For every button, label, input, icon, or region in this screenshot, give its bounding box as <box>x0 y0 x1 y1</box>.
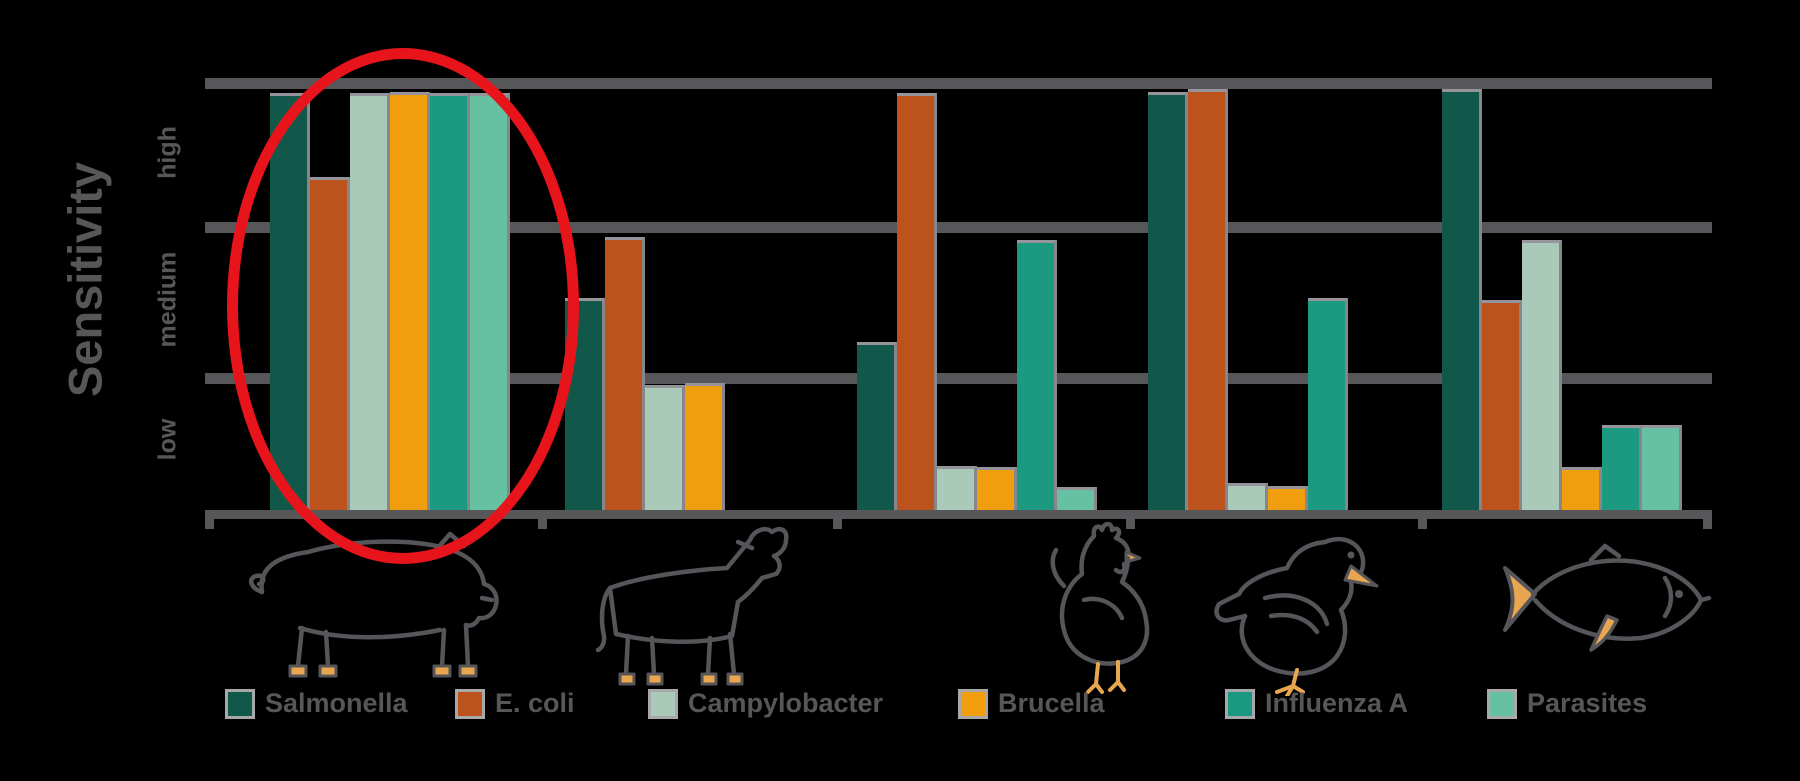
legend-item-campylobacter: Campylobacter <box>648 688 883 719</box>
bar-chicken-parasites <box>1057 487 1097 510</box>
gridline-0 <box>205 78 1712 89</box>
y-axis-title: Sensitivity <box>58 161 112 398</box>
legend-swatch <box>648 688 678 719</box>
x-axis-tick-1 <box>538 510 547 529</box>
legend-label: Brucella <box>998 688 1105 718</box>
x-axis-tick-5 <box>1703 510 1712 529</box>
y-band-label-medium: medium <box>153 251 182 348</box>
legend-swatch <box>1487 688 1517 719</box>
legend-item-influenza-a: Influenza A <box>1225 688 1408 719</box>
bar-duck-influenza-a <box>1308 298 1348 510</box>
bar-chicken-brucella <box>977 467 1017 510</box>
legend-swatch <box>455 688 485 719</box>
bar-fish-campylobacter <box>1522 240 1562 510</box>
fish-icon <box>1495 542 1715 660</box>
legend-item-brucella: Brucella <box>958 688 1105 719</box>
bar-cow-campylobacter <box>645 385 685 510</box>
x-axis-tick-0 <box>205 510 214 529</box>
x-axis-tick-4 <box>1418 510 1427 529</box>
bar-cow-e-coli <box>605 237 645 510</box>
bar-chicken-e-coli <box>897 93 937 510</box>
bar-fish-influenza-a <box>1602 425 1642 510</box>
bar-duck-brucella <box>1268 486 1308 510</box>
legend-label: E. coli <box>495 688 575 718</box>
legend-swatch <box>958 688 988 719</box>
legend-item-e-coli: E. coli <box>455 688 575 719</box>
bar-chicken-campylobacter <box>937 466 977 510</box>
gridline-2 <box>205 373 1712 384</box>
bar-duck-campylobacter <box>1228 483 1268 510</box>
legend-item-salmonella: Salmonella <box>225 688 408 719</box>
legend-swatch <box>1225 688 1255 719</box>
x-axis-line <box>205 510 1712 519</box>
bar-chicken-salmonella <box>857 342 897 510</box>
bar-fish-salmonella <box>1442 89 1482 510</box>
gridline-1 <box>205 222 1712 233</box>
x-axis-tick-3 <box>1126 510 1135 529</box>
cow-icon <box>580 516 795 688</box>
y-band-label-low: low <box>153 418 182 461</box>
legend-label: Influenza A <box>1265 688 1409 718</box>
bar-duck-salmonella <box>1148 92 1188 510</box>
bar-fish-e-coli <box>1482 300 1522 510</box>
legend-swatch <box>225 688 255 719</box>
duck-icon <box>1205 528 1395 696</box>
chicken-icon <box>1038 516 1166 698</box>
x-axis-tick-2 <box>833 510 842 529</box>
y-band-label-high: high <box>153 126 182 179</box>
bar-chicken-influenza-a <box>1017 240 1057 510</box>
bar-fish-parasites <box>1642 425 1682 510</box>
bar-fish-brucella <box>1562 467 1602 510</box>
legend-label: Parasites <box>1527 688 1648 718</box>
bar-duck-e-coli <box>1188 89 1228 510</box>
bar-cow-brucella <box>685 383 725 510</box>
pig-highlight-ellipse <box>227 48 579 564</box>
legend-label: Salmonella <box>265 688 408 718</box>
legend-label: Campylobacter <box>688 688 884 718</box>
legend-item-parasites: Parasites <box>1487 688 1647 719</box>
